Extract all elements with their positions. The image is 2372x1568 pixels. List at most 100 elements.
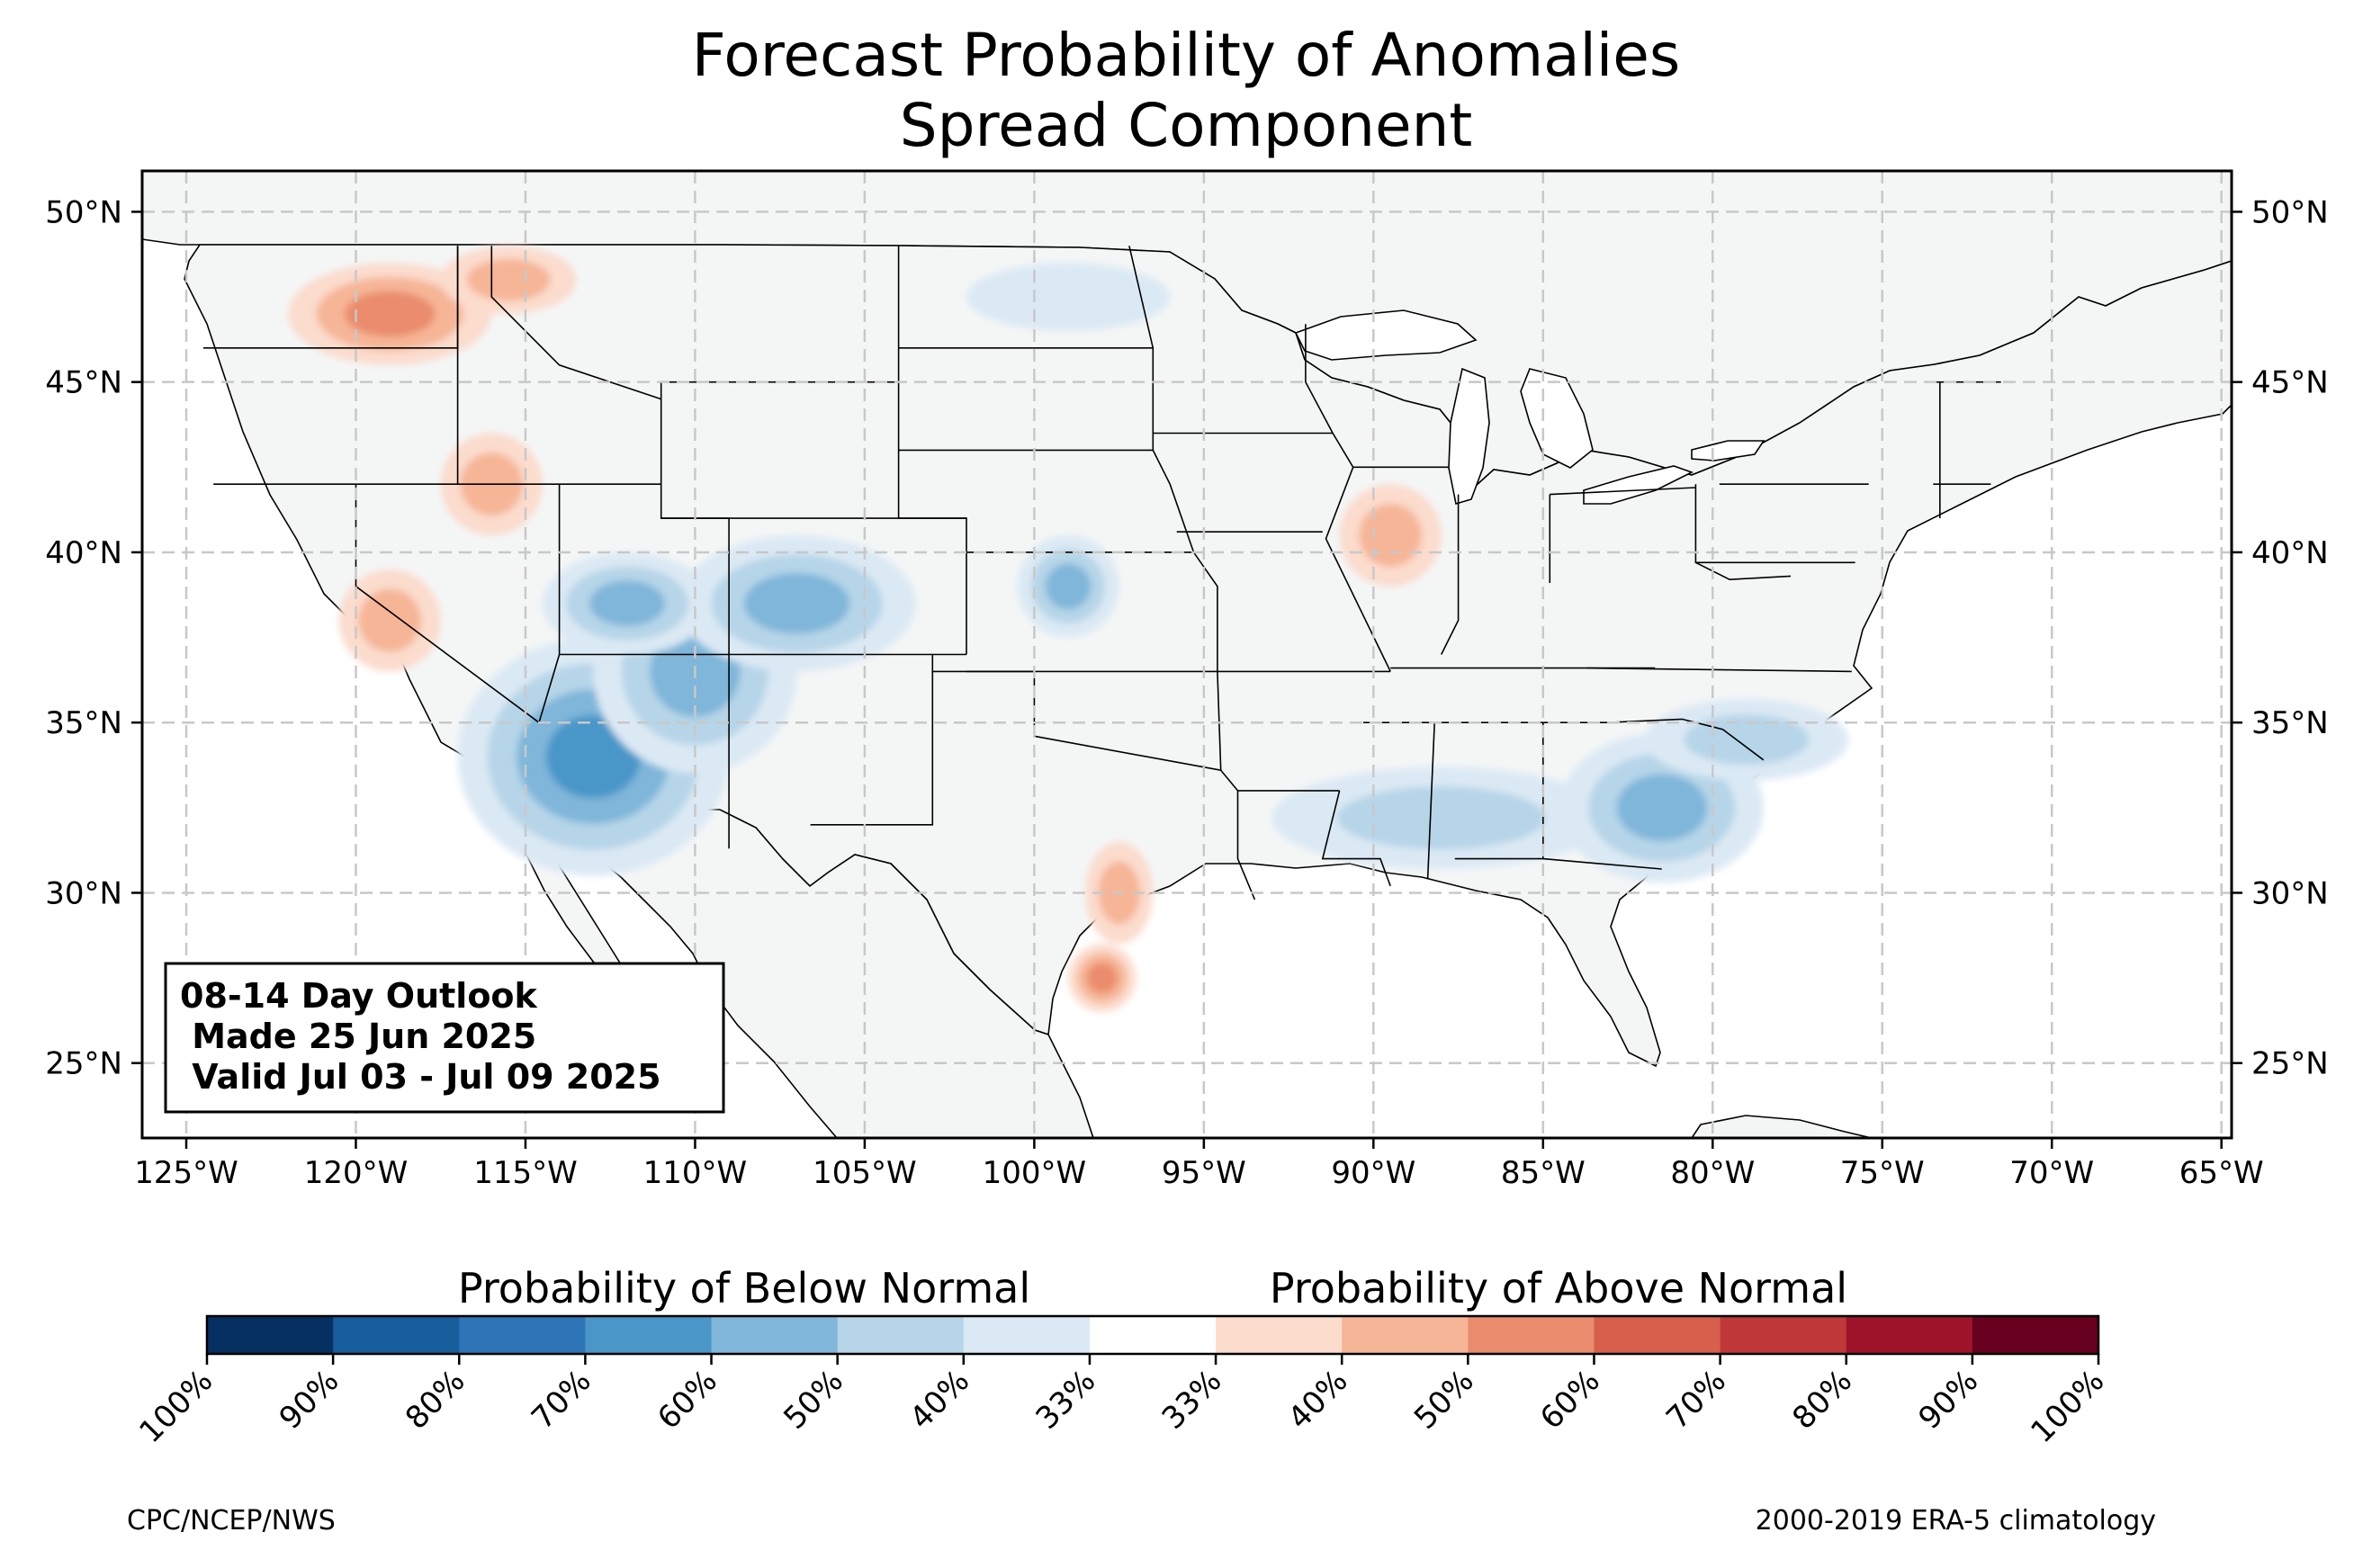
lat-label-right-5: 30°N [2251,875,2329,911]
colorbar-swatch-5 [711,1316,839,1354]
colorbar-tick-label-14: 80% [1785,1363,1859,1437]
anomaly-below-4-level-3 [589,580,665,626]
anomaly-below-9-level-1 [966,263,1171,331]
lon-label-1: 125°W [134,1155,238,1191]
lake-michigan [1448,367,1490,506]
state-border-24 [1325,433,1391,672]
outlook-info-box: 08-14 Day Outlook Made 25 Jun 2025 Valid… [164,962,725,1114]
lon-label-6: 100°W [983,1155,1087,1191]
colorbar-tick-label-15: 90% [1912,1363,1986,1437]
footer-climatology: 2000-2019 ERA-5 climatology [1755,1505,2156,1537]
colorbar-swatch-8 [1089,1316,1217,1354]
colorbar-swatch-10 [1342,1316,1469,1354]
colorbar-swatch-3 [459,1316,586,1354]
anomaly-below-7-level-3 [1616,774,1707,841]
state-border-26 [1440,494,1460,655]
colorbar-swatch-6 [837,1316,965,1354]
info-box-valid-dates: Valid Jul 03 - Jul 09 2025 [180,1057,661,1097]
lat-label-left-5: 30°N [45,875,122,911]
lon-label-7: 95°W [1162,1155,1246,1191]
lon-label-5: 105°W [813,1155,917,1191]
lon-label-10: 80°W [1670,1155,1755,1191]
colorbar: 100% 90% 80% 70% 60% 50% 40% 33% 33% 40% 50% 60% 70%… [132,1314,2111,1450]
colorbar-tick-label-5: 60% [651,1363,724,1437]
lat-label-right-1: 50°N [2251,194,2329,230]
anomaly-above-11-level-2 [466,258,551,301]
graticule [142,171,2232,1138]
lat-label-right-2: 45°N [2251,365,2329,401]
colorbar-swatch-4 [585,1316,713,1354]
anomaly-above-15-level-2 [1359,504,1422,567]
info-box-title: 08-14 Day Outlook [180,976,538,1016]
lake-ontario [1691,440,1766,461]
colorbar-swatch-12 [1594,1316,1721,1354]
lat-label-right-3: 40°N [2251,535,2329,571]
cuba [1691,1115,1873,1138]
colorbar-swatch-2 [333,1316,460,1354]
colorbar-tick-label-8: 33% [1029,1363,1103,1437]
state-border-33 [1550,487,1696,496]
colorbar-swatch-9 [1216,1316,1343,1354]
colorbar-tick-label-7: 40% [903,1363,976,1437]
colorbar-tick-label-11: 50% [1407,1363,1481,1437]
lake-erie [1583,465,1694,505]
footer-source: CPC/NCEP/NWS [127,1505,336,1537]
anomaly-above-13-level-3 [1087,963,1118,993]
anomaly-below-6-level-2 [1336,786,1546,850]
state-border-23 [1305,324,1334,434]
state-border-28 [1426,722,1435,880]
state-border-39 [1542,857,1662,870]
great-lakes [1294,309,1766,506]
colorbar-swatch-14 [1846,1316,1973,1354]
colorbar-swatch-13 [1720,1316,1847,1354]
colorbar-tick-label-10: 40% [1281,1363,1355,1437]
title-line-1: Forecast Probability of Anomalies [691,21,1681,90]
colorbar-tick-label-13: 70% [1659,1363,1733,1437]
lat-label-left-4: 35°N [45,705,122,741]
lake-superior [1294,309,1478,361]
lon-label-13: 65°W [2179,1155,2264,1191]
lon-label-9: 85°W [1501,1155,1586,1191]
info-box-made-date: Made 25 Jun 2025 [180,1017,536,1056]
legend-below-label: Probability of Below Normal [458,1264,1030,1313]
colorbar-frame [205,1314,2100,1356]
legend-above-label: Probability of Above Normal [1270,1264,1847,1313]
anomaly-above-16-level-2 [358,588,421,652]
title-line-2: Spread Component [899,91,1473,160]
state-border-17 [932,670,1221,771]
lat-label-right-4: 35°N [2251,705,2329,741]
colorbar-tick-label-4: 70% [525,1363,598,1437]
lon-label-3: 115°W [473,1155,578,1191]
colorbar-tick-label-12: 60% [1533,1363,1607,1437]
colorbar-tick-label-16: 100% [2024,1363,2111,1450]
colorbar-tick-label-2: 90% [273,1363,346,1437]
colorbar-tick-label-9: 33% [1155,1363,1229,1437]
lon-label-11: 75°W [1840,1155,1925,1191]
map-frame [140,169,2233,1140]
info-box-frame [164,962,725,1114]
colorbar-tick-label-1: 100% [132,1363,220,1450]
state-border-27 [1321,790,1391,887]
lon-label-12: 70°W [2009,1155,2094,1191]
colorbar-swatch-11 [1468,1316,1595,1354]
lon-label-8: 90°W [1331,1155,1415,1191]
state-border-12 [810,654,934,826]
lat-label-left-3: 40°N [45,535,122,571]
lat-label-left-2: 45°N [45,365,122,401]
state-border-37 [1586,667,1852,673]
colorbar-swatch-1 [207,1316,334,1354]
lon-label-2: 120°W [304,1155,409,1191]
state-border-18 [1128,246,1256,900]
lon-label-4: 110°W [643,1155,748,1191]
lat-label-left-1: 50°N [45,194,122,230]
state-border-36 [1695,561,1792,581]
anomaly-below-3-level-3 [743,573,850,634]
colorbar-tick-label-6: 50% [777,1363,850,1437]
map-axes: 50°N 50°N 45°N 45°N 40°N 40°N 35°N 35°N 30°N 30°N… [45,194,2328,1191]
lake-huron [1520,368,1594,469]
lat-label-right-6: 25°N [2251,1046,2329,1082]
lat-label-left-6: 25°N [45,1046,122,1082]
anomaly-above-10-level-3 [344,291,436,337]
colorbar-swatch-7 [963,1316,1091,1354]
